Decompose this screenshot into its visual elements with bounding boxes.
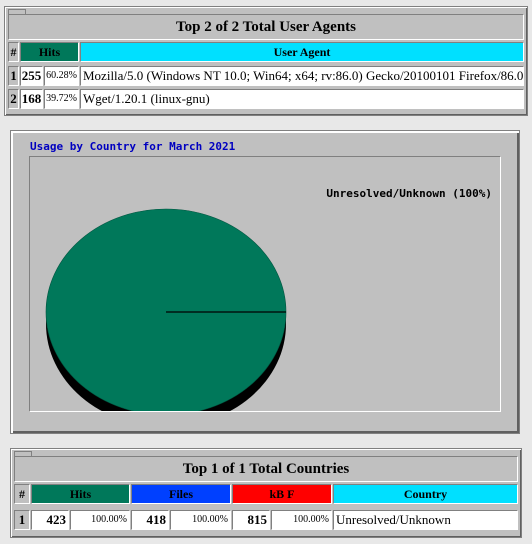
user-agents-title: Top 2 of 2 Total User Agents bbox=[8, 14, 524, 40]
chart-plot-area: Unresolved/Unknown (100%) bbox=[29, 156, 501, 412]
header-num: # bbox=[14, 484, 30, 504]
user-agents-table: Top 2 of 2 Total User Agents # Hits User… bbox=[4, 6, 528, 116]
header-hits: Hits bbox=[31, 484, 130, 504]
country-pie-chart: Usage by Country for March 2021 Unresolv… bbox=[10, 130, 520, 434]
table-row-files-pct: 100.00% bbox=[170, 510, 231, 530]
table-row-hits: 255 bbox=[20, 66, 43, 86]
table-row-num: 2 bbox=[8, 89, 19, 109]
header-files: Files bbox=[131, 484, 231, 504]
table-row-hits-pct: 60.28% bbox=[44, 66, 79, 86]
table-row-user-agent: Wget/1.20.1 (linux-gnu) bbox=[80, 89, 524, 109]
header-country: Country bbox=[333, 484, 518, 504]
table-row-country: Unresolved/Unknown bbox=[333, 510, 518, 530]
pie-legend-label: Unresolved/Unknown (100%) bbox=[326, 187, 492, 200]
table-row-hits: 168 bbox=[20, 89, 43, 109]
countries-table: Top 1 of 1 Total Countries # Hits Files … bbox=[10, 448, 522, 538]
header-user-agent: User Agent bbox=[80, 42, 524, 62]
table-row-kbf: 815 bbox=[232, 510, 270, 530]
table-row-hits-pct: 39.72% bbox=[44, 89, 79, 109]
header-hits: Hits bbox=[20, 42, 79, 62]
table-row-hits: 423 bbox=[31, 510, 69, 530]
chart-title: Usage by Country for March 2021 bbox=[30, 140, 235, 153]
table-row-user-agent: Mozilla/5.0 (Windows NT 10.0; Win64; x64… bbox=[80, 66, 524, 86]
table-row-hits-pct: 100.00% bbox=[70, 510, 130, 530]
table-row-num: 1 bbox=[8, 66, 19, 86]
countries-title: Top 1 of 1 Total Countries bbox=[14, 456, 518, 482]
table-row-files: 418 bbox=[131, 510, 169, 530]
header-kbf: kB F bbox=[232, 484, 332, 504]
pie-slice bbox=[46, 209, 286, 411]
header-num: # bbox=[8, 42, 19, 62]
table-row-num: 1 bbox=[14, 510, 30, 530]
table-row-kbf-pct: 100.00% bbox=[271, 510, 332, 530]
